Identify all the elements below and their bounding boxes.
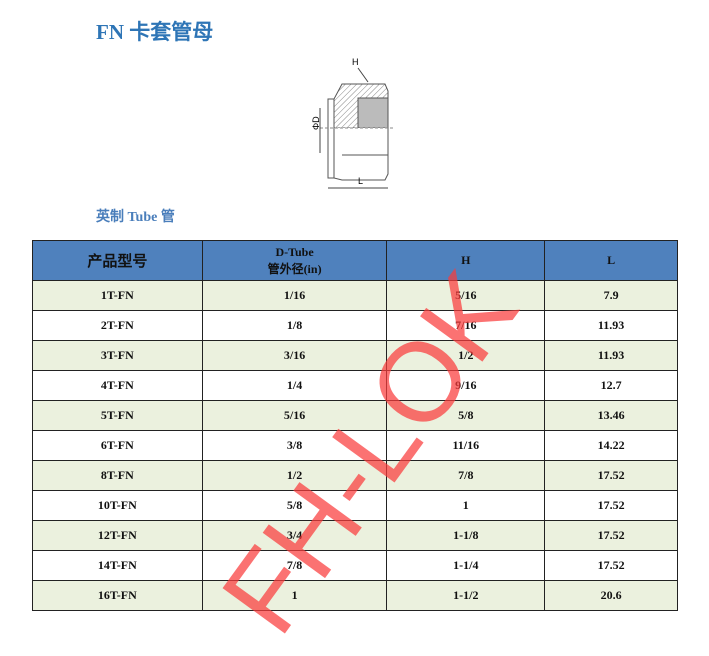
cell-model: 14T-FN [32,550,203,581]
section-subtitle: 英制 Tube 管 [96,210,175,225]
table-row: 5T-FN 5/16 5/8 13.46 [32,400,678,431]
cell-h: 1/2 [386,340,546,371]
table-header: 产品型号 D-Tube 管外径(in) H L [32,240,678,281]
label-h: H [352,57,359,67]
table-row: 1T-FN 1/16 5/16 7.9 [32,280,678,311]
table-row: 10T-FN 5/8 1 17.52 [32,490,678,521]
cell-dtube: 5/8 [201,490,388,521]
cell-model: 4T-FN [32,370,203,401]
cell-l: 11.93 [544,310,678,341]
table-row: 6T-FN 3/8 11/16 14.22 [32,430,678,461]
header-dtube-line2: 管外径(in) [267,261,322,276]
header-l: L [544,240,678,281]
label-d: ΦD [311,116,321,130]
cell-h: 1-1/2 [386,580,546,611]
cell-l: 17.52 [544,520,678,551]
cell-dtube: 1/16 [201,280,388,311]
table-row: 3T-FN 3/16 1/2 11.93 [32,340,678,371]
cell-l: 17.52 [544,460,678,491]
table-row: 12T-FN 3/4 1-1/8 17.52 [32,520,678,551]
cell-model: 3T-FN [32,340,203,371]
nut-drawing: H ΦD L [311,57,395,189]
header-dtube-line1: D-Tube [275,244,314,259]
cell-dtube: 3/16 [201,340,388,371]
table-row: 14T-FN 7/8 1-1/4 17.52 [32,550,678,581]
header-dtube: D-Tube 管外径(in) [201,240,388,281]
cell-h: 1-1/8 [386,520,546,551]
cell-model: 2T-FN [32,310,203,341]
table-row: 2T-FN 1/8 7/16 11.93 [32,310,678,341]
table-row: 16T-FN 1 1-1/2 20.6 [32,580,678,611]
cell-h: 11/16 [386,430,546,461]
table-row: 8T-FN 1/2 7/8 17.52 [32,460,678,491]
cell-l: 11.93 [544,340,678,371]
cell-h: 5/16 [386,280,546,311]
page-title: FN 卡套管母 [96,20,214,44]
cell-model: 6T-FN [32,430,203,461]
cell-model: 1T-FN [32,280,203,311]
label-l: L [358,176,363,186]
cell-l: 12.7 [544,370,678,401]
cell-h: 1-1/4 [386,550,546,581]
cell-dtube: 5/16 [201,400,388,431]
cell-l: 20.6 [544,580,678,611]
cell-dtube: 3/4 [201,520,388,551]
cell-model: 10T-FN [32,490,203,521]
cell-l: 7.9 [544,280,678,311]
cell-l: 14.22 [544,430,678,461]
header-model: 产品型号 [32,240,203,281]
spec-table: 产品型号 D-Tube 管外径(in) H L 1T-FN 1/16 5/16 7.9 2… [32,240,678,611]
cell-model: 8T-FN [32,460,203,491]
cell-model: 12T-FN [32,520,203,551]
cell-model: 16T-FN [32,580,203,611]
cell-dtube: 1/2 [201,460,388,491]
cell-dtube: 3/8 [201,430,388,461]
cell-dtube: 7/8 [201,550,388,581]
cell-dtube: 1 [201,580,388,611]
cell-l: 13.46 [544,400,678,431]
cell-h: 5/8 [386,400,546,431]
cell-model: 5T-FN [32,400,203,431]
header-h: H [386,240,546,281]
cell-dtube: 1/8 [201,310,388,341]
cell-l: 17.52 [544,490,678,521]
cell-l: 17.52 [544,550,678,581]
cell-h: 1 [386,490,546,521]
